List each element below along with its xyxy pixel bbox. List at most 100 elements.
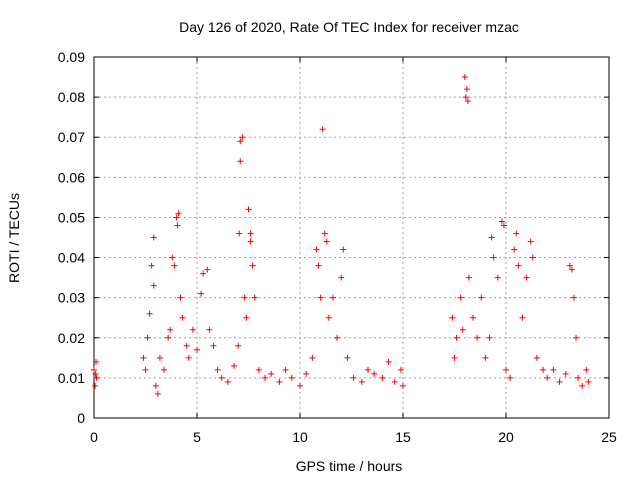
data-point — [449, 314, 456, 321]
data-point — [583, 366, 590, 373]
data-point — [529, 254, 536, 261]
data-point — [245, 206, 252, 213]
data-point — [513, 230, 520, 237]
data-point — [142, 366, 149, 373]
data-point — [451, 354, 458, 361]
data-point — [453, 334, 460, 341]
x-tick-label: 25 — [601, 429, 617, 445]
x-tick-label: 10 — [292, 429, 308, 445]
data-point — [358, 378, 365, 385]
data-point — [338, 274, 345, 281]
data-point — [457, 294, 464, 301]
data-point — [146, 310, 153, 317]
data-point — [235, 342, 242, 349]
data-point — [239, 134, 246, 141]
y-tick-label: 0.05 — [58, 209, 85, 225]
data-point — [500, 222, 507, 229]
data-point — [92, 382, 99, 389]
data-point — [462, 94, 469, 101]
data-point — [317, 294, 324, 301]
data-point — [461, 74, 468, 81]
data-point — [152, 382, 159, 389]
data-point — [385, 358, 392, 365]
data-point — [200, 270, 207, 277]
data-point — [206, 326, 213, 333]
data-point — [465, 274, 472, 281]
y-tick-label: 0.02 — [58, 330, 85, 346]
data-point — [315, 262, 322, 269]
data-point — [173, 214, 180, 221]
data-point — [319, 126, 326, 133]
data-point — [144, 334, 151, 341]
data-point — [237, 158, 244, 165]
data-point — [523, 274, 530, 281]
data-point — [498, 218, 505, 225]
y-axis-label: ROTI / TECUs — [6, 193, 22, 283]
data-point — [566, 262, 573, 269]
data-point — [329, 294, 336, 301]
data-point — [297, 382, 303, 389]
axis-ticks — [93, 56, 610, 419]
data-point — [515, 262, 522, 269]
data-point — [490, 254, 497, 261]
data-point — [464, 98, 471, 105]
y-tick-label: 0.08 — [58, 89, 85, 105]
data-point — [364, 366, 371, 373]
data-point — [313, 246, 320, 253]
x-tick-labels: 0 5 10 15 20 25 — [90, 429, 617, 445]
data-point — [150, 282, 157, 289]
data-point — [154, 390, 161, 397]
plot-frame — [93, 56, 610, 419]
data-point — [391, 378, 398, 385]
data-point — [486, 334, 493, 341]
data-point — [210, 342, 217, 349]
data-point — [282, 366, 289, 373]
data-point — [249, 262, 256, 269]
data-point — [237, 138, 244, 145]
y-tick-labels: 0 0.01 0.02 0.03 0.04 0.05 0.06 0.07 0.08 0.09 — [58, 49, 85, 426]
data-point — [573, 334, 580, 341]
data-point — [236, 230, 243, 237]
data-point — [350, 374, 357, 381]
data-point — [527, 238, 534, 245]
data-point — [179, 314, 186, 321]
data-point — [478, 294, 485, 301]
data-point — [251, 294, 258, 301]
data-point — [371, 370, 378, 377]
data-point — [247, 230, 254, 237]
data-point — [224, 378, 231, 385]
x-tick-label: 5 — [193, 429, 201, 445]
data-point — [397, 366, 404, 373]
data-points — [91, 74, 592, 397]
data-point — [459, 326, 466, 333]
data-point — [540, 366, 547, 373]
data-point — [494, 274, 501, 281]
data-point — [140, 354, 147, 361]
data-point — [171, 262, 178, 269]
data-point — [261, 374, 268, 381]
data-point — [344, 354, 351, 361]
data-point — [231, 362, 238, 369]
data-point — [474, 334, 481, 341]
data-point — [400, 382, 406, 389]
data-point — [241, 294, 248, 301]
data-point — [255, 366, 262, 373]
grid-lines — [94, 57, 609, 418]
y-tick-label: 0 — [77, 410, 85, 426]
data-point — [507, 374, 514, 381]
data-point — [189, 326, 196, 333]
data-point — [150, 234, 157, 241]
data-point — [544, 374, 551, 381]
data-point — [177, 294, 184, 301]
data-point — [533, 354, 540, 361]
data-point — [334, 334, 341, 341]
data-point — [321, 230, 328, 237]
data-point — [288, 374, 295, 381]
y-tick-label: 0.01 — [58, 370, 85, 386]
x-axis-label: GPS time / hours — [296, 458, 403, 474]
data-point — [519, 314, 526, 321]
data-point — [463, 86, 470, 93]
chart-title: Day 126 of 2020, Rate Of TEC Index for r… — [179, 19, 519, 35]
y-tick-label: 0.06 — [58, 169, 85, 185]
